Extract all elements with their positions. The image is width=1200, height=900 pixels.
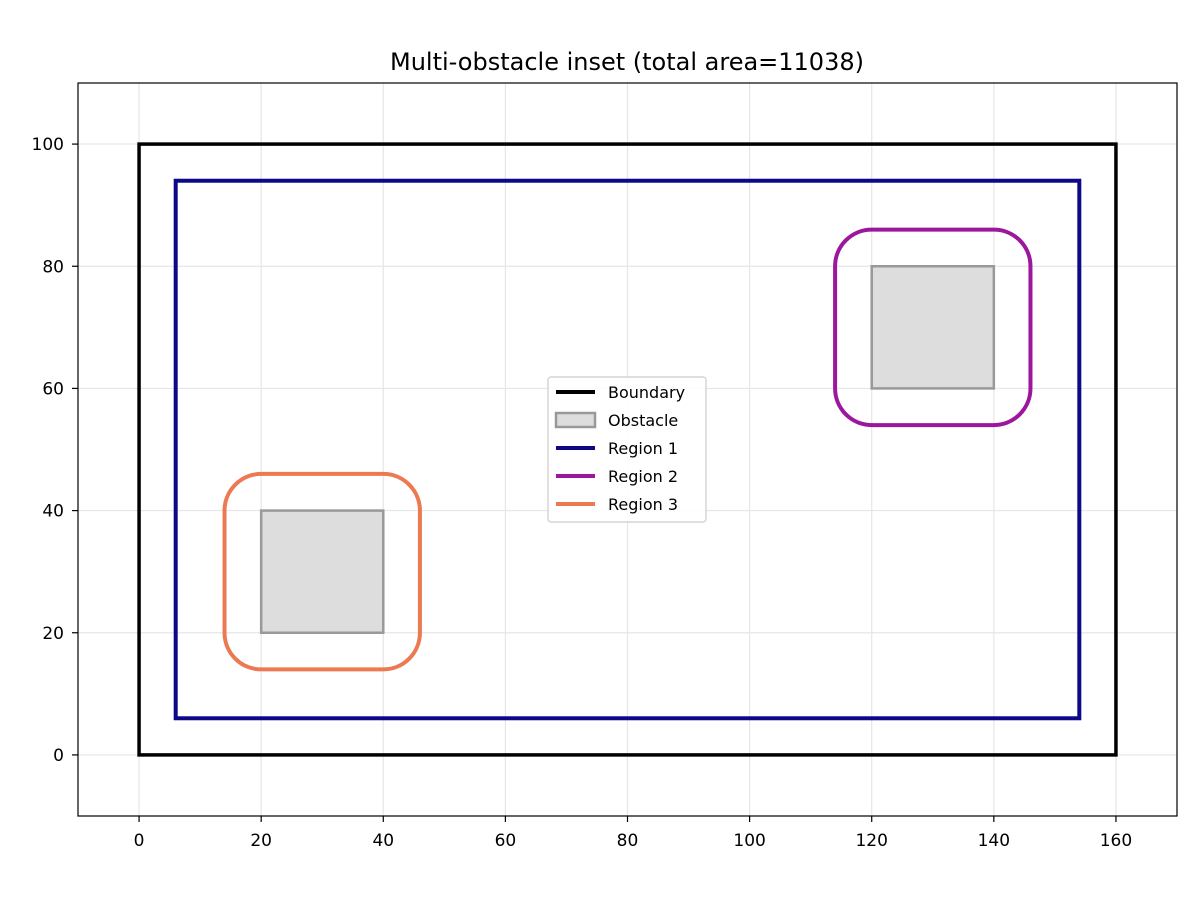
series [137, 142, 1118, 757]
x-tick-label: 60 [495, 831, 517, 851]
y-tick-label: 0 [53, 746, 64, 766]
region-1-outline [173, 178, 1082, 721]
legend-label-region-2: Region 2 [608, 467, 678, 486]
obstacle [870, 265, 996, 390]
y-tick-label: 40 [42, 502, 64, 522]
y-tick-label: 60 [42, 379, 64, 399]
x-tick-label: 80 [617, 831, 639, 851]
obstacles [259, 265, 996, 635]
x-tick-label: 0 [134, 831, 145, 851]
region-3-outline [222, 471, 422, 672]
legend-swatch-obstacle [554, 411, 597, 429]
x-tick-label: 120 [855, 831, 887, 851]
y-tick-label: 80 [42, 257, 64, 277]
legend-label-boundary: Boundary [608, 383, 685, 402]
x-tick-label: 40 [372, 831, 394, 851]
x-tick-label: 140 [978, 831, 1010, 851]
x-tick-label: 160 [1100, 831, 1132, 851]
y-tick-label: 20 [42, 624, 64, 644]
legend-label-region-1: Region 1 [608, 439, 678, 458]
boundary-outline [137, 142, 1118, 757]
x-axis: 0 20 40 60 80 100 120 140 160 [134, 816, 1132, 851]
chart-title: Multi-obstacle inset (total area=11038) [390, 48, 864, 76]
region-2-outline [833, 227, 1033, 428]
legend-label-obstacle: Obstacle [608, 411, 678, 430]
legend-label-region-3: Region 3 [608, 495, 678, 514]
x-tick-label: 100 [733, 831, 765, 851]
y-axis: 0 20 40 60 80 100 [32, 135, 78, 766]
obstacle [259, 509, 385, 635]
x-tick-label: 20 [250, 831, 272, 851]
legend: Boundary Obstacle Region 1 Region 2 Region 3 [547, 376, 707, 523]
y-tick-label: 100 [32, 135, 64, 155]
